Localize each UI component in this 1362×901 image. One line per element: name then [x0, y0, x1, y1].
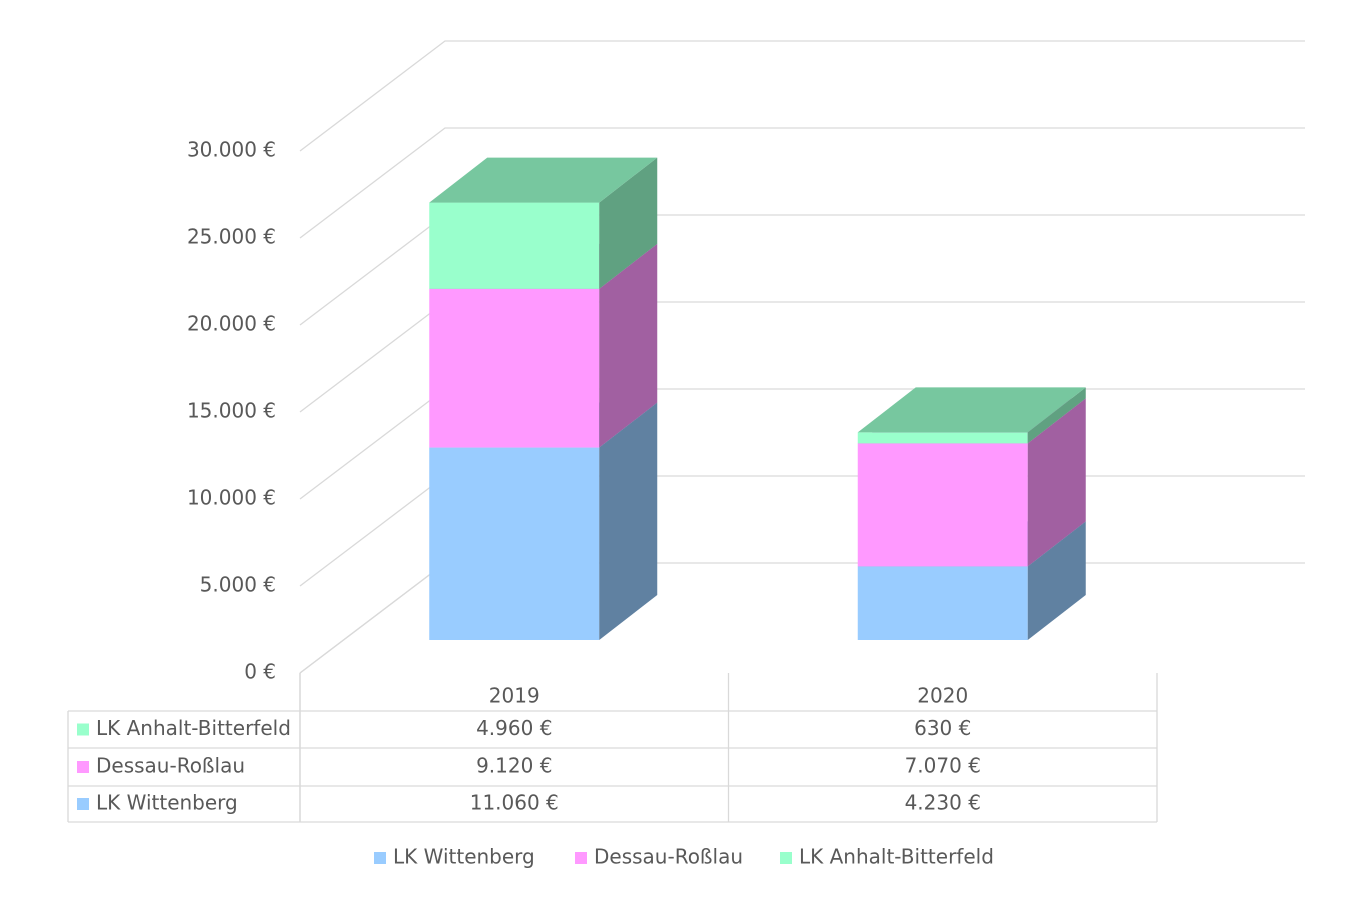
grid-line	[299, 127, 1305, 239]
bar-side	[1027, 387, 1086, 444]
bar-side	[1027, 521, 1086, 640]
legend-swatch	[575, 852, 587, 864]
axis-line	[299, 562, 446, 674]
bar-segment	[429, 202, 600, 289]
bar-segment	[429, 288, 600, 448]
x-tick-label: 2020	[917, 684, 968, 708]
value-label: 11.060 €	[470, 791, 559, 815]
y-tick-label: 15.000 €	[187, 399, 276, 423]
bar-segment	[857, 566, 1028, 640]
legend-swatch	[374, 852, 386, 864]
value-label: 9.120 €	[476, 754, 552, 778]
value-label: 7.070 €	[905, 754, 981, 778]
grid-line	[299, 40, 1305, 152]
legend-swatch	[77, 761, 89, 773]
bar-segment	[857, 432, 1028, 444]
row-label: Dessau-Roßlau	[96, 754, 245, 778]
row-label: LK Wittenberg	[96, 791, 238, 815]
y-tick-label: 20.000 €	[187, 312, 276, 336]
row-label: LK Anhalt-Bitterfeld	[96, 716, 291, 740]
legend-label: LK Wittenberg	[393, 845, 535, 869]
bar-top	[857, 387, 1086, 433]
legend-swatch	[780, 852, 792, 864]
y-tick-label: 0 €	[244, 660, 276, 684]
bar-side	[1027, 398, 1086, 567]
bar-side	[599, 243, 658, 448]
legend-label: Dessau-Roßlau	[594, 845, 743, 869]
value-label: 4.230 €	[905, 791, 981, 815]
bar-segment	[429, 447, 600, 640]
legend-label: LK Anhalt-Bitterfeld	[799, 845, 994, 869]
y-tick-label: 30.000 €	[187, 138, 276, 162]
value-label: 4.960 €	[476, 716, 552, 740]
bar-top	[429, 157, 658, 203]
bar-side	[599, 157, 658, 289]
y-tick-label: 25.000 €	[187, 225, 276, 249]
y-tick-label: 5.000 €	[200, 573, 276, 597]
value-label: 630 €	[914, 716, 971, 740]
legend-swatch	[77, 723, 89, 736]
x-tick-label: 2019	[489, 684, 540, 708]
y-tick-label: 10.000 €	[187, 486, 276, 510]
legend-swatch	[77, 798, 89, 810]
bar-side	[599, 402, 658, 640]
bar-segment	[857, 443, 1028, 567]
